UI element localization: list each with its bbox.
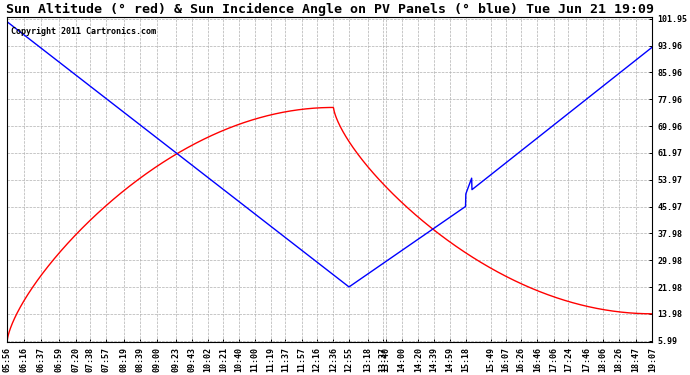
Text: Copyright 2011 Cartronics.com: Copyright 2011 Cartronics.com [10,27,155,36]
Title: Sun Altitude (° red) & Sun Incidence Angle on PV Panels (° blue) Tue Jun 21 19:0: Sun Altitude (° red) & Sun Incidence Ang… [6,3,654,16]
